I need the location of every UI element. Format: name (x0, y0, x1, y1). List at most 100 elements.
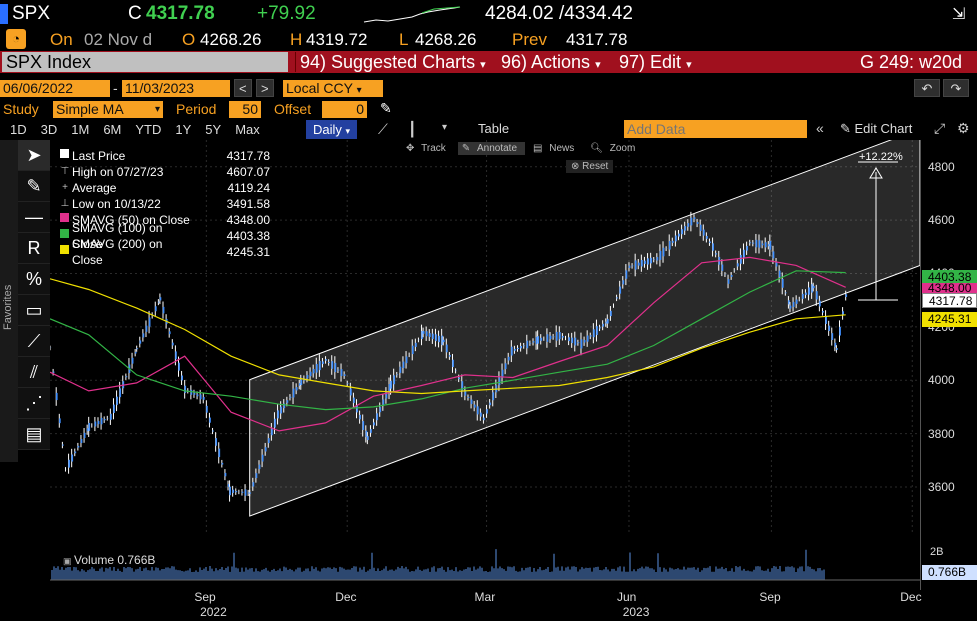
undo-icon[interactable]: ↶ (914, 79, 940, 97)
legend-row[interactable]: SMAVG (50) on Close 4348.00 (58, 212, 270, 228)
volume-icon: ▣ (63, 556, 75, 566)
annotate-button[interactable]: ✎ Annotate (457, 142, 526, 155)
pencil-icon: ✎ (840, 121, 855, 136)
legend-label: Last Price (72, 149, 126, 163)
trendline-icon[interactable]: ⟋ (18, 326, 50, 357)
study-label: Study (3, 101, 39, 117)
edit-menu[interactable]: 97) Edit ▾ (615, 52, 695, 72)
pencil-icon[interactable]: ✎ (380, 100, 392, 116)
legend-key: ⊥ (60, 198, 70, 209)
legend-key (58, 228, 72, 244)
collapse-icon[interactable]: « (816, 120, 824, 136)
period-field[interactable]: 50 (229, 101, 261, 118)
favorites-label: Favorites (2, 284, 14, 330)
legend-row[interactable]: SMAVG (100) on Close 4403.38 (58, 221, 270, 251)
line-chart-icon[interactable]: ⟋ (378, 121, 388, 137)
low-value: 4268.26 (415, 30, 477, 49)
pen-icon[interactable]: ✎ (18, 171, 50, 202)
percent-tool-icon[interactable]: % (18, 264, 50, 295)
range-ytd[interactable]: YTD (135, 122, 162, 137)
sparkline (363, 6, 461, 23)
legend-row[interactable]: Last Price 4317.78 (58, 148, 270, 164)
ohlc-row: ◔ On 02 Nov d O 4268.26 H 4319.72 L 4268… (0, 27, 977, 51)
range-5y[interactable]: 5Y (205, 122, 222, 137)
prev-value: 4317.78 (566, 30, 628, 49)
chart-toolbar: 1D 3D 1M 6M YTD 1Y 5Y Max Daily ▾ ⟋ ┃ ▾ Table «… (0, 119, 977, 140)
low-label: L (399, 30, 409, 49)
quote-header: SPX C 4317.78 +79.92 4284.02 /4334.42 ⇲ (0, 0, 977, 28)
fib-icon[interactable]: ⋰ (18, 388, 50, 419)
period-label: Period (176, 101, 217, 117)
chart-legend: Last Price 4317.78 ⊤ High on 07/27/23 4607.0… (58, 148, 270, 267)
speedometer-icon[interactable]: ◔ (6, 29, 26, 49)
legend-row[interactable]: SMAVG (200) on Close 4245.31 (58, 237, 270, 267)
chart-type-dropdown-icon[interactable]: ▾ (442, 122, 448, 133)
range-3d[interactable]: 3D (40, 122, 58, 137)
news-button[interactable]: ▤ News (533, 143, 575, 154)
range-1d[interactable]: 1D (10, 122, 27, 137)
x-tick-label: Jun (616, 590, 637, 604)
last-price-tag: 4317.78 (922, 293, 977, 308)
study-select[interactable]: Simple MA ▾ (53, 101, 163, 118)
date-label: On (50, 30, 73, 49)
cursor-icon[interactable]: ➤ (18, 140, 50, 171)
next-period-button[interactable]: > (256, 79, 274, 97)
x-year-label: 2022 (200, 605, 227, 619)
legend-row[interactable]: ⊥ Low on 10/13/22 3491.58 (58, 196, 270, 212)
suggested-charts-menu[interactable]: 94) Suggested Charts ▾ (295, 52, 491, 72)
range-max[interactable]: Max (235, 122, 260, 137)
edit-chart-button[interactable]: ✎ Edit Chart (840, 121, 913, 136)
channel-icon[interactable]: ⫽ (18, 357, 50, 388)
range-1m[interactable]: 1M (71, 122, 90, 137)
bars-icon[interactable]: ▤ (18, 419, 50, 450)
text-tool-icon[interactable]: R (18, 233, 50, 264)
day-range: 4284.02 /4334.42 (485, 3, 633, 24)
x-year-label: 2023 (622, 605, 650, 619)
track-button[interactable]: ✥ Track (406, 143, 446, 154)
chart-controls: ✥ Track ✎ Annotate ▤ News 🔍︎ Zoom (402, 142, 643, 155)
sma200-line (50, 278, 846, 395)
zoom-button[interactable]: 🔍︎ Zoom (590, 143, 636, 154)
sma50-line (50, 256, 846, 432)
legend-value: 4317.78 (226, 149, 270, 163)
legend-key (58, 148, 72, 164)
menu-bar: SPX Index 94) Suggested Charts ▾ 96) Act… (0, 51, 977, 73)
legend-row[interactable]: ⊤ High on 07/27/23 4607.07 (58, 164, 270, 180)
frequency-select[interactable]: Daily ▾ (306, 120, 358, 139)
prev-period-button[interactable]: < (234, 79, 252, 97)
redo-icon[interactable]: ↷ (943, 79, 969, 97)
price-chart[interactable] (50, 140, 920, 535)
close-prefix: C (128, 3, 142, 24)
range-1y[interactable]: 1Y (175, 122, 192, 137)
volume-label: ▣ Volume 0.766B (60, 553, 159, 567)
legend-label: SMAVG (50) on Close (72, 213, 190, 227)
offset-label: Offset (274, 101, 312, 117)
y-tick-label: 4000 (928, 373, 955, 388)
rectangle-icon[interactable]: ▭ (18, 295, 50, 326)
candlestick-icon[interactable]: ┃ (408, 121, 417, 137)
popout-icon[interactable]: ⇲ (952, 6, 966, 23)
favorites-rail[interactable]: Favorites (0, 140, 18, 462)
end-date-field[interactable]: 11/03/2023 (122, 80, 230, 97)
table-button[interactable]: Table (478, 121, 510, 136)
legend-row[interactable]: + Average 4119.24 (58, 180, 270, 196)
open-value: 4268.26 (200, 30, 262, 49)
prev-label: Prev (512, 30, 547, 49)
security-field[interactable]: SPX Index (2, 52, 288, 72)
price-change: +79.92 (257, 3, 316, 24)
legend-value: 4245.31 (226, 245, 270, 259)
legend-label: Average (72, 181, 117, 195)
add-data-input[interactable] (624, 120, 807, 138)
horizontal-line-icon[interactable]: — (18, 202, 50, 233)
chart-resize-icon[interactable]: ⤢ (934, 120, 946, 136)
x-tick-label: Dec (335, 590, 357, 604)
actions-menu[interactable]: 96) Actions ▾ (497, 52, 609, 72)
start-date-field[interactable]: 06/06/2022 (0, 80, 110, 97)
currency-select[interactable]: Local CCY ▾ (283, 80, 383, 97)
sma100-line (50, 270, 846, 411)
offset-field[interactable]: 0 (322, 101, 367, 118)
legend-label: Low on 10/13/22 (72, 197, 161, 211)
range-6m[interactable]: 6M (103, 122, 122, 137)
reset-button[interactable]: ⊗ Reset (566, 160, 614, 173)
gear-icon[interactable]: ⚙ (957, 120, 970, 136)
